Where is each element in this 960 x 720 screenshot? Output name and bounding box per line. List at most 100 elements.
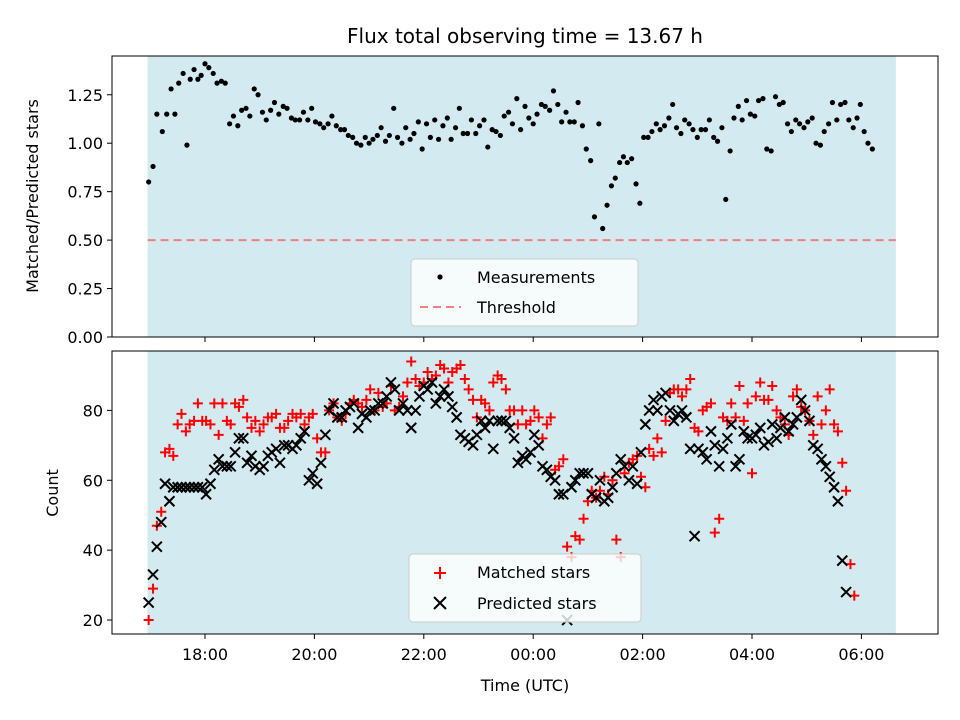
predicted-star-marker (733, 453, 746, 466)
predicted-star-marker (430, 397, 442, 410)
predicted-star-marker (676, 404, 688, 417)
measurement-point (476, 123, 483, 129)
matched-star-points (143, 356, 860, 626)
measurement-point (711, 134, 717, 140)
measurement-point (403, 125, 409, 131)
matched-star-marker (660, 415, 671, 426)
measurement-point (649, 128, 655, 135)
predicted-star-marker (697, 446, 709, 459)
predicted-star-marker (799, 404, 811, 417)
measurement-point (305, 117, 311, 123)
predicted-star-marker (180, 481, 192, 493)
measurement-point (698, 127, 704, 133)
predicted-star-marker (659, 387, 672, 399)
predicted-star-marker (307, 467, 319, 479)
measurement-point (608, 183, 615, 189)
measurement-point (865, 140, 871, 146)
predicted-star-marker (770, 432, 783, 445)
matched-star-marker (168, 450, 179, 461)
predicted-star-marker (590, 492, 602, 504)
measurement-point (620, 154, 627, 160)
matched-star-marker (574, 534, 585, 545)
measurement-point (542, 103, 548, 109)
predicted-star-marker (766, 418, 778, 431)
measurement-point (180, 70, 186, 77)
predicted-star-marker (303, 474, 315, 486)
predicted-star-marker (631, 478, 643, 490)
matched-star-marker (233, 401, 244, 412)
matched-star-marker (176, 408, 187, 419)
measurement-point (690, 127, 696, 133)
predicted-star-marker (532, 439, 545, 452)
measurement-point (333, 123, 339, 129)
predicted-star-marker (171, 481, 184, 493)
measurement-point (321, 125, 327, 131)
measurement-points (146, 61, 875, 232)
matched-star-marker (398, 391, 409, 402)
matched-star-marker (172, 419, 183, 430)
x-tick-label: 02:00 (620, 645, 666, 664)
y-tick-label: 40 (83, 541, 103, 560)
measurement-point (297, 117, 303, 123)
matched-star-marker (480, 398, 491, 409)
matched-star-marker (747, 468, 758, 479)
measurement-point (460, 130, 466, 137)
measurement-point (678, 130, 684, 137)
measurement-point (518, 127, 524, 133)
matched-star-marker (652, 433, 663, 444)
predicted-star-marker (823, 471, 836, 483)
measurement-point (857, 101, 863, 108)
matched-star-marker (545, 412, 556, 423)
predicted-star-marker (233, 432, 245, 445)
measurement-point (230, 113, 237, 119)
matched-star-marker (148, 583, 159, 594)
measurement-point (579, 123, 586, 129)
measurement-point (317, 121, 323, 127)
measurement-point (247, 113, 253, 119)
x-tick-label: 20:00 (291, 645, 337, 664)
measurement-point (617, 159, 623, 166)
predicted-star-marker (820, 460, 832, 473)
measurement-point (825, 121, 832, 127)
matched-star-marker (541, 419, 552, 430)
measurement-point (797, 121, 803, 127)
predicted-star-marker (327, 397, 340, 410)
measurement-point (464, 130, 471, 137)
predicted-star-marker (664, 404, 676, 417)
measurement-point (444, 115, 450, 121)
measurement-point (755, 97, 762, 104)
predicted-star-marker (680, 411, 693, 424)
measurement-point (633, 181, 639, 187)
chart-title: Flux total observing time = 13.67 h (347, 24, 703, 48)
measurement-point (489, 127, 495, 133)
matched-star-marker (439, 363, 450, 374)
measurement-point (653, 121, 659, 127)
predicted-star-marker (405, 422, 417, 434)
measurement-point (624, 159, 630, 166)
measurement-point (723, 196, 729, 203)
measurement-point (312, 119, 319, 125)
predicted-star-marker (348, 397, 360, 410)
measurement-point (456, 105, 462, 111)
top-legend-box (410, 258, 639, 327)
predicted-star-marker (651, 404, 664, 417)
predicted-star-marker (811, 443, 824, 455)
measurement-point (218, 78, 225, 84)
measurement-point (850, 125, 856, 131)
matched-star-marker (656, 447, 667, 458)
predicted-star-marker (475, 415, 487, 427)
predicted-star-marker (434, 390, 446, 403)
predicted-star-marker (508, 432, 520, 445)
matched-star-marker (525, 415, 536, 426)
predicted-star-marker (709, 439, 721, 452)
matched-star-marker (484, 405, 495, 416)
measurement-point (497, 132, 503, 139)
predicted-star-marker (167, 481, 179, 493)
bottom-y-ticks: 20 40 60 80 (83, 401, 112, 630)
measurement-point (407, 136, 413, 142)
measurement-point (509, 121, 516, 127)
measurement-point (394, 134, 401, 140)
matched-star-marker (143, 615, 154, 626)
matched-star-marker (192, 398, 203, 409)
matched-star-marker (455, 359, 466, 370)
